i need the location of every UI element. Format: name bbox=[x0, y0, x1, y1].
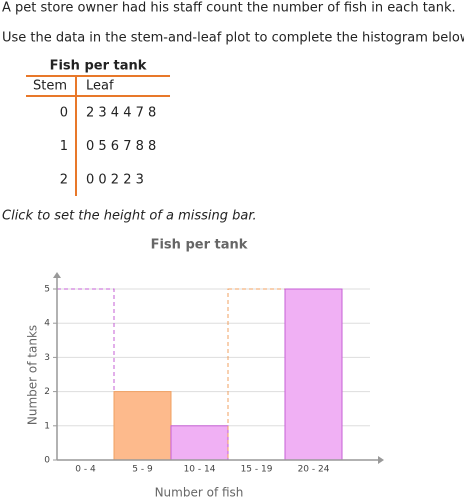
x-axis-arrow bbox=[378, 456, 384, 464]
y-tick-label: 2 bbox=[44, 387, 50, 397]
leaf: 0 5 6 7 8 8 bbox=[86, 139, 156, 154]
y-axis-arrow bbox=[53, 272, 61, 278]
y-tick-label: 5 bbox=[44, 285, 50, 295]
y-tick-label: 3 bbox=[44, 353, 50, 363]
bar[interactable] bbox=[170, 425, 229, 461]
bar-slot[interactable] bbox=[56, 288, 115, 461]
y-tick-label: 0 bbox=[44, 456, 50, 466]
instruction: Click to set the height of a missing bar… bbox=[2, 209, 257, 224]
y-tick-label: 1 bbox=[44, 421, 50, 431]
leaf: 0 0 2 2 3 bbox=[86, 173, 144, 188]
y-axis-label: Number of tanks bbox=[26, 325, 40, 425]
bar-slot[interactable] bbox=[227, 288, 286, 461]
x-tick-label: 15 - 19 bbox=[241, 465, 273, 475]
task: Use the data in the stem-and-leaf plot t… bbox=[2, 31, 464, 46]
table-title: Fish per tank bbox=[50, 59, 147, 74]
chart-title: Fish per tank bbox=[151, 238, 248, 253]
leaf: 2 3 4 4 7 8 bbox=[86, 106, 156, 121]
x-tick-label: 5 - 9 bbox=[132, 465, 153, 475]
table-header: Leaf bbox=[86, 79, 114, 94]
x-axis-label: Number of fish bbox=[155, 486, 244, 500]
bar[interactable] bbox=[284, 288, 343, 461]
intro: A pet store owner had his staff count th… bbox=[2, 1, 456, 16]
y-tick-label: 4 bbox=[44, 319, 50, 329]
x-tick-label: 0 - 4 bbox=[75, 465, 96, 475]
stem: 1 bbox=[60, 139, 68, 154]
x-tick-label: 10 - 14 bbox=[184, 465, 216, 475]
stem: 2 bbox=[60, 173, 68, 188]
stem: 0 bbox=[60, 106, 68, 121]
table-header: Stem bbox=[33, 79, 67, 94]
bar[interactable] bbox=[113, 391, 172, 461]
x-tick-label: 20 - 24 bbox=[298, 465, 330, 475]
